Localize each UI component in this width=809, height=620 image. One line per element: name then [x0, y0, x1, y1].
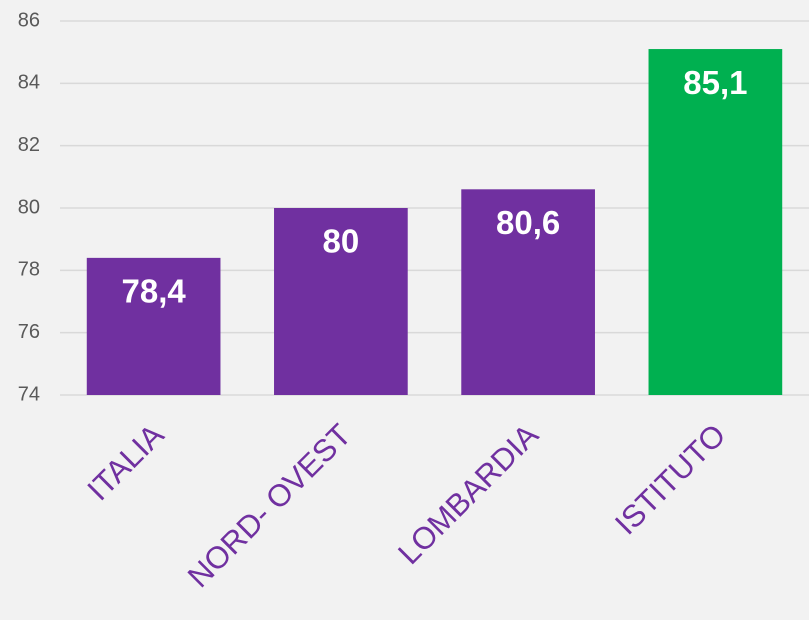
bar — [648, 49, 783, 396]
value-label: 85,1 — [683, 64, 747, 101]
value-label: 78,4 — [122, 273, 187, 310]
y-tick-label: 78 — [18, 259, 40, 281]
value-label: 80 — [323, 223, 360, 260]
value-label: 80,6 — [496, 204, 560, 241]
bar — [461, 189, 595, 395]
y-tick-label: 74 — [18, 383, 40, 405]
y-tick-label: 82 — [18, 134, 40, 156]
y-tick-label: 84 — [18, 72, 40, 94]
y-tick-label: 86 — [18, 9, 40, 31]
bar — [86, 257, 221, 395]
bar — [274, 208, 408, 395]
y-tick-label: 76 — [18, 321, 40, 343]
y-tick-label: 80 — [18, 196, 40, 218]
